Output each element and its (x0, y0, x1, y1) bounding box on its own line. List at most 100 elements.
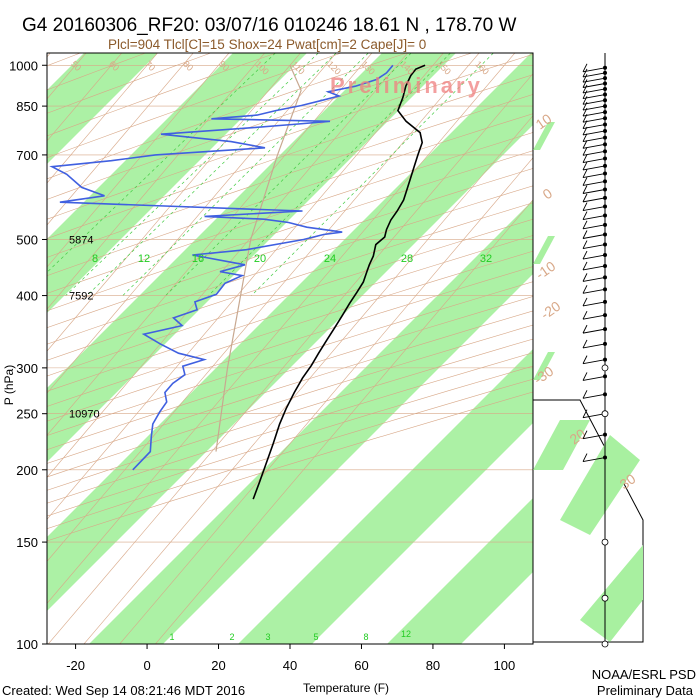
wind-barb-feather (582, 355, 588, 364)
wind-barb-feather (582, 202, 588, 211)
dry-adiabat-line (47, 53, 277, 137)
wind-barb (582, 94, 606, 99)
wind-barb (582, 413, 606, 419)
wind-barb (582, 224, 606, 230)
wind-barb (582, 375, 606, 381)
green-band (89, 200, 533, 644)
green-band (47, 53, 307, 313)
wind-barb (582, 143, 606, 149)
wind-barb (582, 343, 606, 349)
dry-adiabat-line (47, 365, 533, 517)
wind-barb-feather (582, 250, 588, 260)
wind-barb (582, 117, 606, 123)
calm-wind-circle (601, 364, 609, 372)
isotherm-line (47, 53, 337, 394)
isotherm-line (47, 53, 51, 58)
wind-barb (582, 189, 606, 194)
isotherm-line (47, 53, 230, 268)
mixing-ratio-label: 1 (169, 632, 174, 642)
calm-wind-circle (601, 410, 609, 418)
x-tick-label: 80 (426, 658, 440, 673)
wind-barb (582, 197, 606, 203)
x-tick-label: 20 (211, 658, 225, 673)
wind-barb-feather (582, 177, 588, 186)
wind-barb-feather (582, 161, 588, 171)
wind-barb-feather (582, 261, 588, 271)
dry-adiabat-line (47, 281, 533, 436)
wind-barb-feather (582, 90, 588, 99)
wind-barb-feather (582, 133, 588, 142)
dry-adiabat-line (47, 53, 211, 114)
height-label: 7592 (69, 291, 93, 303)
wind-barb (582, 83, 606, 88)
mixing-ratio-label: 3 (265, 632, 270, 642)
potential-temp-label: 80 (181, 59, 195, 73)
mixing-ratio-label: 5 (313, 632, 318, 642)
wind-barb-point (603, 253, 607, 258)
wind-barb (582, 173, 606, 178)
wind-barb-feather (582, 273, 588, 282)
mixing-ratio-label: 12 (401, 629, 411, 639)
mixing-ratio-label: 2 (229, 632, 234, 642)
wind-barb (582, 165, 606, 171)
wind-barb (582, 265, 606, 271)
dry-adiabat-line (47, 296, 533, 450)
green-band (580, 545, 643, 642)
dry-adiabat-line (47, 391, 533, 542)
dry-adiabat-line (47, 53, 533, 220)
green-label: 24 (324, 253, 336, 265)
height-label: 10970 (69, 409, 100, 421)
wind-barb (582, 67, 606, 73)
parcel-path (215, 65, 302, 452)
x-axis: -20 0 20 40 60 80 100 (66, 644, 515, 673)
wind-barb-feather (582, 240, 588, 249)
dry-adiabat-line (47, 113, 533, 276)
green-band (533, 420, 590, 470)
wind-barb-feather (582, 430, 588, 439)
x-tick-label: 40 (283, 658, 297, 673)
wind-barb-feather (582, 154, 588, 163)
x-tick-label: 100 (494, 658, 516, 673)
y-tick-label: 250 (16, 407, 38, 422)
wind-barb (582, 234, 606, 239)
wind-barb (582, 457, 606, 462)
wind-barb (582, 434, 606, 440)
dry-adiabat-line (47, 338, 533, 491)
isotherm-line (0, 53, 15, 644)
mixing-ratio-line (65, 53, 319, 296)
wind-barb (582, 254, 606, 260)
y-tick-label: 300 (16, 361, 38, 376)
green-label: 32 (480, 253, 492, 265)
dry-adiabat-line (47, 310, 533, 464)
dewpoint-series-line (49, 64, 394, 471)
y-tick-label: 150 (16, 535, 38, 550)
mixing-ratio-lines (47, 53, 494, 296)
y-tick-label: 850 (16, 99, 38, 114)
dry-adiabat-line (47, 378, 533, 530)
wind-barb (582, 105, 606, 111)
green-band (533, 236, 555, 264)
wind-barb (582, 158, 606, 163)
green-band (387, 498, 533, 644)
green-band (533, 352, 555, 380)
footer-preliminary: Preliminary Data (597, 683, 694, 698)
mixing-ratio-line (86, 53, 337, 296)
dry-adiabat-line (47, 266, 533, 422)
wind-barb (582, 99, 606, 105)
wind-barb (582, 111, 606, 117)
wind-barb-feather (582, 169, 588, 178)
wind-barb-feather (582, 390, 588, 399)
wind-barb-feather (582, 285, 588, 294)
footer-noaa: NOAA/ESRL PSD (592, 667, 696, 682)
wind-panel-green-bands (533, 122, 643, 642)
dry-adiabat-line (47, 185, 533, 345)
wind-barb-feather (582, 68, 588, 78)
footer-created: Created: Wed Sep 14 08:21:46 MDT 2016 (2, 683, 245, 698)
dry-adiabat-line (47, 74, 533, 239)
y-tick-label: 700 (16, 148, 38, 163)
height-labels: 10970 7592 5874 (69, 234, 100, 420)
wind-barb (582, 359, 606, 365)
wind-barb-feather (582, 409, 588, 418)
